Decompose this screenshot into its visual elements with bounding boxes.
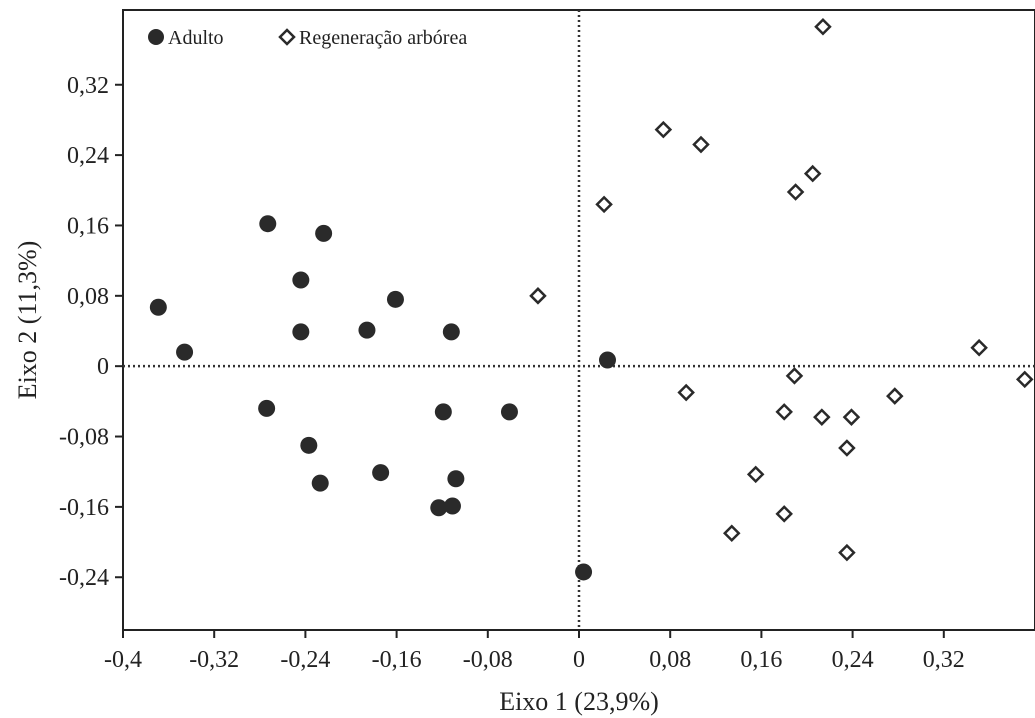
point-regeneracao [838, 439, 856, 457]
data-points [149, 17, 1034, 581]
point-adulto [372, 464, 390, 482]
x-tick-label: -0,08 [463, 647, 513, 673]
x-axis-title: Eixo 1 (23,9%) [499, 687, 659, 716]
point-adulto [311, 474, 329, 492]
point-regeneracao [654, 120, 673, 139]
y-tick-label: -0,08 [59, 425, 109, 451]
y-tick-label: 0 [97, 354, 109, 380]
point-adulto [315, 224, 333, 242]
y-axis: 0,32 0,24 0,16 0,08 0 -0,08 -0,16 -0,24 [59, 73, 123, 591]
point-regeneracao [813, 408, 831, 426]
point-regeneracao [1015, 370, 1034, 389]
point-regeneracao [775, 505, 793, 523]
y-tick-label: 0,24 [67, 143, 109, 169]
point-regeneracao [595, 195, 613, 214]
x-tick-label: -0,4 [104, 647, 142, 673]
x-tick-label: 0 [573, 647, 585, 673]
y-tick-label: 0,08 [67, 284, 109, 310]
legend-marker-adulto [148, 29, 164, 45]
point-regeneracao [838, 543, 856, 562]
point-adulto [434, 403, 452, 421]
y-tick-label: -0,16 [59, 495, 109, 521]
point-regeneracao [814, 17, 832, 36]
y-axis-title: Eixo 2 (11,3%) [13, 241, 42, 400]
y-tick-label: -0,24 [59, 565, 109, 591]
point-adulto [259, 215, 277, 233]
point-adulto [575, 563, 593, 581]
point-adulto [292, 323, 310, 341]
point-regeneracao [677, 383, 695, 402]
point-adulto [292, 271, 310, 289]
point-adulto [447, 470, 465, 488]
x-tick-label: -0,32 [189, 647, 239, 673]
point-regeneracao [970, 338, 988, 357]
point-adulto [176, 343, 194, 361]
point-adulto [500, 403, 518, 421]
legend-label-regeneracao: Regeneração arbórea [299, 27, 467, 49]
point-regeneracao [886, 387, 904, 405]
point-regeneracao [775, 403, 793, 421]
x-axis: -0,4 -0,32 -0,24 -0,16 -0,08 0 0,08 0,16 0,24 0,3… [104, 630, 965, 673]
legend-label-adulto: Adulto [168, 27, 224, 49]
x-tick-label: 0,32 [923, 647, 965, 673]
x-tick-label: -0,24 [280, 647, 330, 673]
y-tick-label: 0,16 [67, 213, 109, 239]
point-regeneracao [529, 287, 547, 305]
x-tick-label: 0,24 [832, 647, 874, 673]
point-regeneracao [746, 465, 765, 484]
point-regeneracao [785, 367, 804, 385]
legend: Adulto Regeneração arbórea [148, 27, 467, 49]
point-adulto [358, 321, 376, 339]
point-regeneracao [692, 135, 710, 154]
x-tick-label: 0,16 [740, 647, 782, 673]
point-adulto [430, 499, 448, 517]
point-adulto [258, 399, 276, 417]
x-tick-label: 0,08 [649, 647, 691, 673]
point-adulto [149, 298, 167, 316]
point-adulto [300, 436, 318, 454]
point-adulto [443, 497, 461, 515]
point-adulto [386, 290, 404, 308]
reference-lines [123, 10, 1035, 630]
point-adulto [442, 323, 460, 341]
x-tick-label: -0,16 [372, 647, 422, 673]
point-regeneracao [803, 164, 822, 183]
y-tick-label: 0,32 [67, 73, 109, 99]
point-regeneracao [842, 408, 861, 426]
point-regeneracao [786, 183, 805, 201]
point-regeneracao [722, 524, 741, 543]
legend-marker-regeneracao [278, 28, 296, 46]
point-adulto [599, 351, 616, 369]
